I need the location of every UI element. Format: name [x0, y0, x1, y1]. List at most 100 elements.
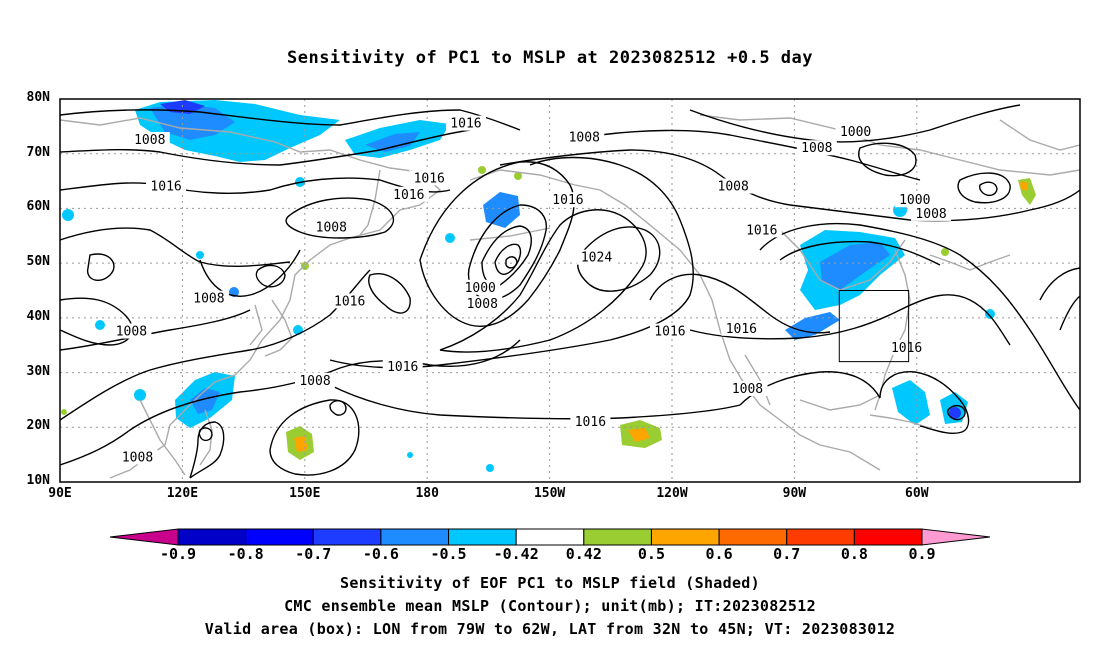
- shade-patch-labrador-orange: [1020, 182, 1028, 190]
- isobar: [60, 177, 451, 194]
- contour-label: 1008: [727, 380, 768, 397]
- contour-label-background: [311, 219, 352, 235]
- contour-label-text: 1016: [746, 223, 777, 238]
- contour-label-text: 1016: [414, 171, 445, 186]
- coastlines: [60, 114, 1080, 479]
- contour-label-text: 1016: [334, 294, 365, 309]
- contour-label-background: [835, 123, 876, 139]
- shade-patch-eastchina-core: [190, 388, 220, 414]
- contour-label-background: [111, 323, 152, 339]
- coast-kamchatka: [359, 169, 381, 236]
- colorbar-high-arrow: [921, 528, 991, 546]
- contour-label: 1008: [796, 140, 837, 156]
- colorbar-swatch: [515, 528, 585, 546]
- colorbar-label: -0.42: [493, 545, 539, 563]
- isobar: [60, 227, 291, 268]
- shade-patch-caribbean-core: [949, 407, 961, 419]
- contour-label: 1016: [649, 323, 690, 340]
- colorbar-swatch: [448, 528, 517, 546]
- contour-label-text: 1008: [116, 325, 147, 340]
- colorbar-label: 0.42: [565, 545, 602, 563]
- isobar: [577, 226, 661, 292]
- colorbar-label: 0.8: [840, 545, 868, 563]
- contour-label: 1016: [741, 222, 782, 238]
- contour-label-text: 1016: [393, 188, 424, 203]
- colorbar-label: -0.5: [430, 545, 467, 563]
- longitude-label: 150E: [289, 486, 321, 501]
- contour-label-text: 1008: [801, 141, 832, 156]
- coast-baja: [744, 354, 771, 406]
- contour-label-background: [547, 192, 588, 208]
- shade-speck-10: [407, 452, 413, 458]
- contour-label-text: 1008: [193, 292, 224, 307]
- longitude-label: 150W: [533, 486, 566, 501]
- latitude-label: 20N: [26, 418, 50, 434]
- colorbar-swatch: [177, 528, 247, 546]
- longitude-label: 120E: [166, 486, 199, 501]
- colorbar-swatch: [786, 528, 855, 546]
- contour-label-background: [570, 413, 611, 429]
- isobar: [285, 197, 395, 239]
- contour-label-text: 1008: [122, 450, 153, 465]
- isobar: [60, 309, 251, 351]
- shade-speck-6: [445, 233, 455, 243]
- contour-label: 1016: [382, 359, 423, 375]
- isobar: [789, 189, 1080, 222]
- plot-frame: [59, 98, 1081, 483]
- contour-label-background: [713, 178, 754, 194]
- isobar: [60, 129, 471, 166]
- contour-label-text: 1008: [915, 207, 946, 222]
- contour-label-background: [445, 115, 486, 131]
- contour-label: 1008: [713, 178, 754, 195]
- isobar: [86, 253, 115, 282]
- latitude-label: 30N: [26, 363, 50, 379]
- isobar: [329, 384, 741, 420]
- isobar: [329, 400, 347, 416]
- latitude-label: 70N: [26, 144, 50, 160]
- isobar: [1059, 295, 1080, 331]
- contour-label-text: 1008: [569, 130, 600, 145]
- isobar: [189, 421, 225, 479]
- contour-label: 1008: [129, 132, 170, 148]
- isobar: [199, 249, 301, 297]
- contour-label: 1016: [445, 115, 486, 132]
- colorbar-label: -0.6: [362, 545, 399, 563]
- shade-patch-caribbean: [892, 380, 930, 425]
- coast-korea: [249, 304, 263, 346]
- contour-label-text: 1000: [840, 125, 871, 140]
- longitude-label: 90W: [782, 486, 807, 501]
- isobar: [439, 209, 647, 353]
- isobar: [329, 156, 694, 369]
- contour-label-background: [894, 192, 935, 208]
- isobar: [269, 399, 360, 476]
- shade-speck-2: [95, 320, 105, 330]
- contour-label-text: 1016: [450, 117, 481, 132]
- contour-label-background: [460, 279, 501, 295]
- contour-label-text: 1016: [387, 360, 418, 375]
- shade-patch-aleutian: [483, 192, 520, 228]
- contour-label: 1008: [295, 372, 335, 389]
- latitude-label: 50N: [26, 254, 50, 270]
- contour-label: 1000: [460, 279, 501, 296]
- colorbar-label: 0.9: [908, 545, 936, 563]
- contour-label-background: [388, 186, 429, 202]
- contour-label: 1016: [547, 192, 588, 208]
- contour-label-background: [129, 132, 170, 148]
- contour-label-text: 1000: [899, 193, 930, 208]
- colorbar-label: 0.7: [773, 545, 801, 563]
- colorbar-swatch: [650, 528, 720, 546]
- shade-speck-13: [478, 166, 486, 174]
- shade-speck-3: [134, 389, 146, 401]
- isobar: [599, 129, 921, 181]
- isobar: [689, 294, 1011, 346]
- contour-label-background: [649, 323, 690, 339]
- caption-line-2: CMC ensemble mean MSLP (Contour); unit(m…: [284, 597, 816, 615]
- contour-label-background: [741, 222, 782, 238]
- contour-label: 1008: [462, 296, 503, 312]
- contour-label-text: 1008: [316, 221, 347, 236]
- contour-label-background: [146, 178, 187, 194]
- longitude-label: 60W: [905, 486, 929, 501]
- contour-label: 1016: [388, 186, 429, 203]
